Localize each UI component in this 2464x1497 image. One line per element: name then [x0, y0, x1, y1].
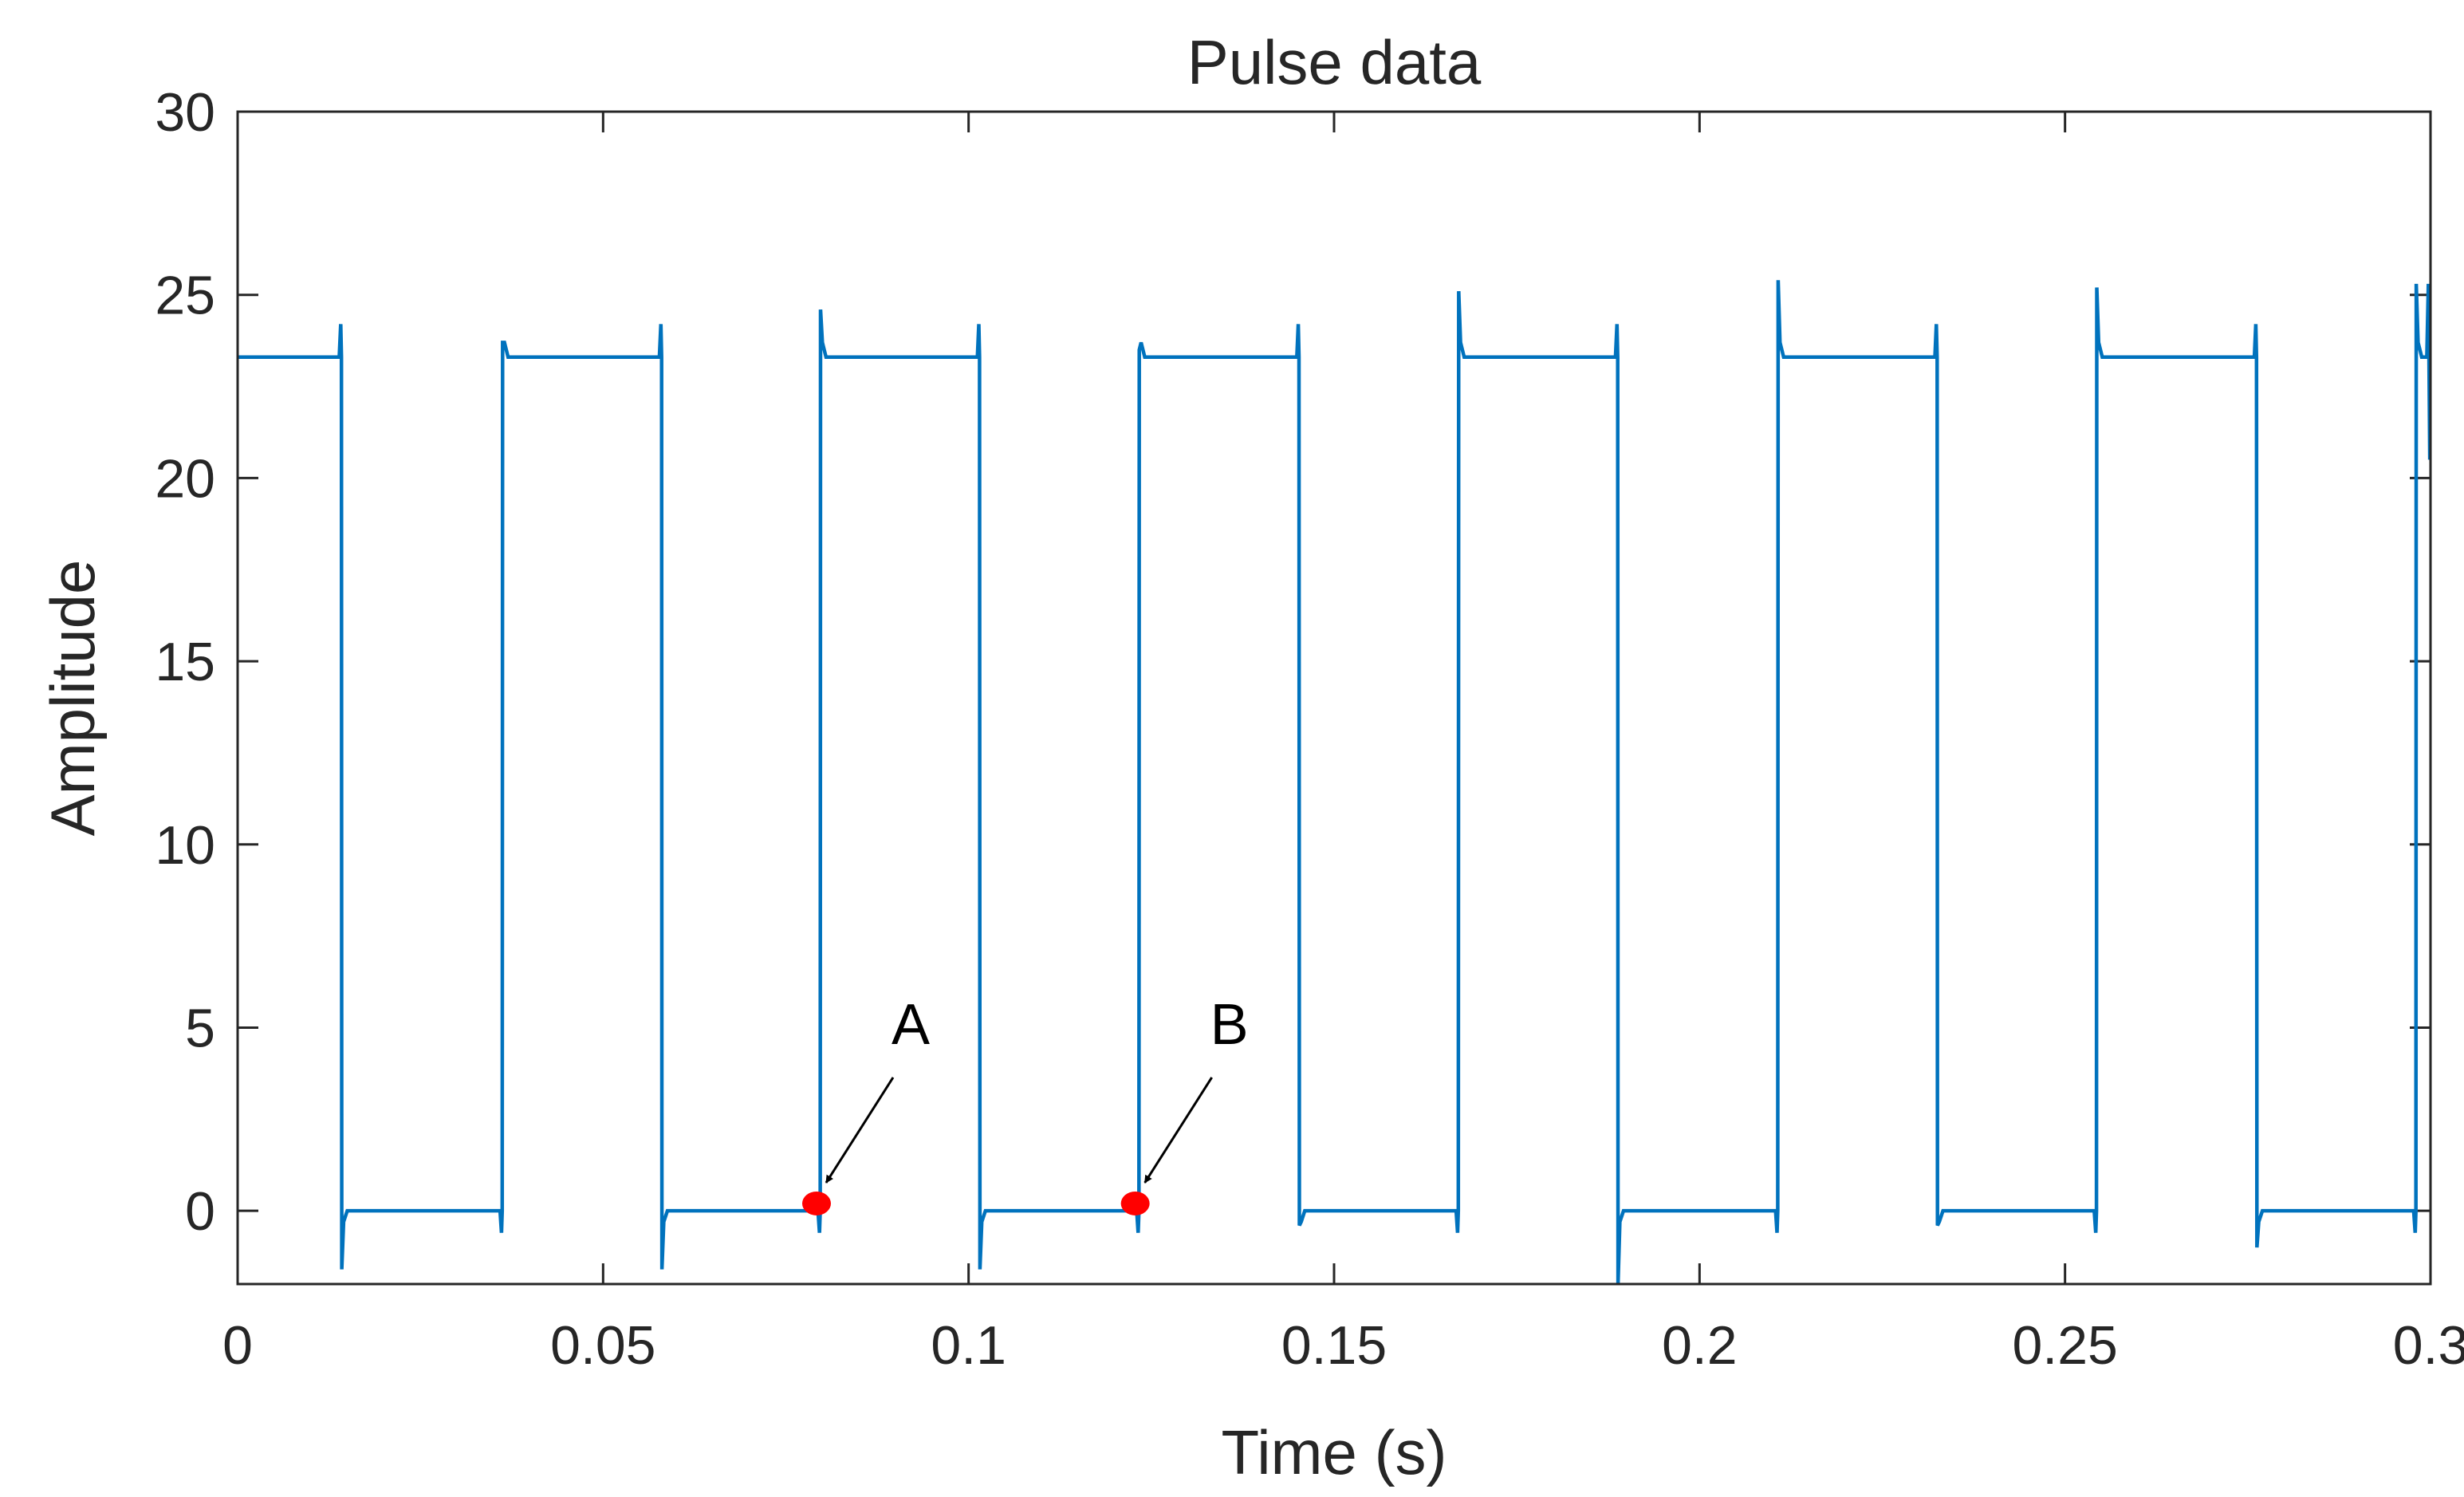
chart-title: Pulse data [1187, 27, 1482, 97]
x-tick-label: 0 [222, 1315, 253, 1376]
y-tick-label: 5 [185, 998, 215, 1058]
x-tick-label: 0.3 [2393, 1315, 2464, 1376]
annotation-label-b: B [1210, 993, 1249, 1057]
plot-area [238, 112, 2431, 1284]
y-axis-label: Amplitude [37, 560, 108, 837]
x-tick-label: 0.15 [1281, 1315, 1387, 1376]
pulse-series-line [238, 280, 2432, 1285]
x-tick-label: 0.05 [550, 1315, 655, 1376]
y-tick-label: 20 [155, 448, 215, 509]
x-tick-label: 0.1 [931, 1315, 1006, 1376]
x-tick-label: 0.2 [1662, 1315, 1738, 1376]
x-axis-ticks: 0 0.05 0.1 0.15 0.2 0.25 0.3 [222, 112, 2464, 1376]
y-tick-label: 30 [155, 82, 215, 143]
axes-box [236, 110, 2432, 1286]
x-axis-label: Time (s) [1221, 1417, 1447, 1487]
marker-point-a [802, 1191, 831, 1215]
y-tick-label: 25 [155, 266, 215, 326]
y-tick-label: 10 [155, 815, 215, 876]
y-tick-label: 15 [155, 632, 215, 692]
marker-point-b [1120, 1191, 1150, 1215]
annotation-arrow-b [1143, 1077, 1213, 1184]
y-axis-ticks: 0 5 10 15 20 25 30 [155, 82, 2431, 1242]
y-tick-label: 0 [185, 1181, 215, 1242]
x-tick-label: 0.25 [2012, 1315, 2117, 1376]
annotation-label-a: A [892, 993, 930, 1057]
annotation-arrow-a [825, 1077, 895, 1184]
